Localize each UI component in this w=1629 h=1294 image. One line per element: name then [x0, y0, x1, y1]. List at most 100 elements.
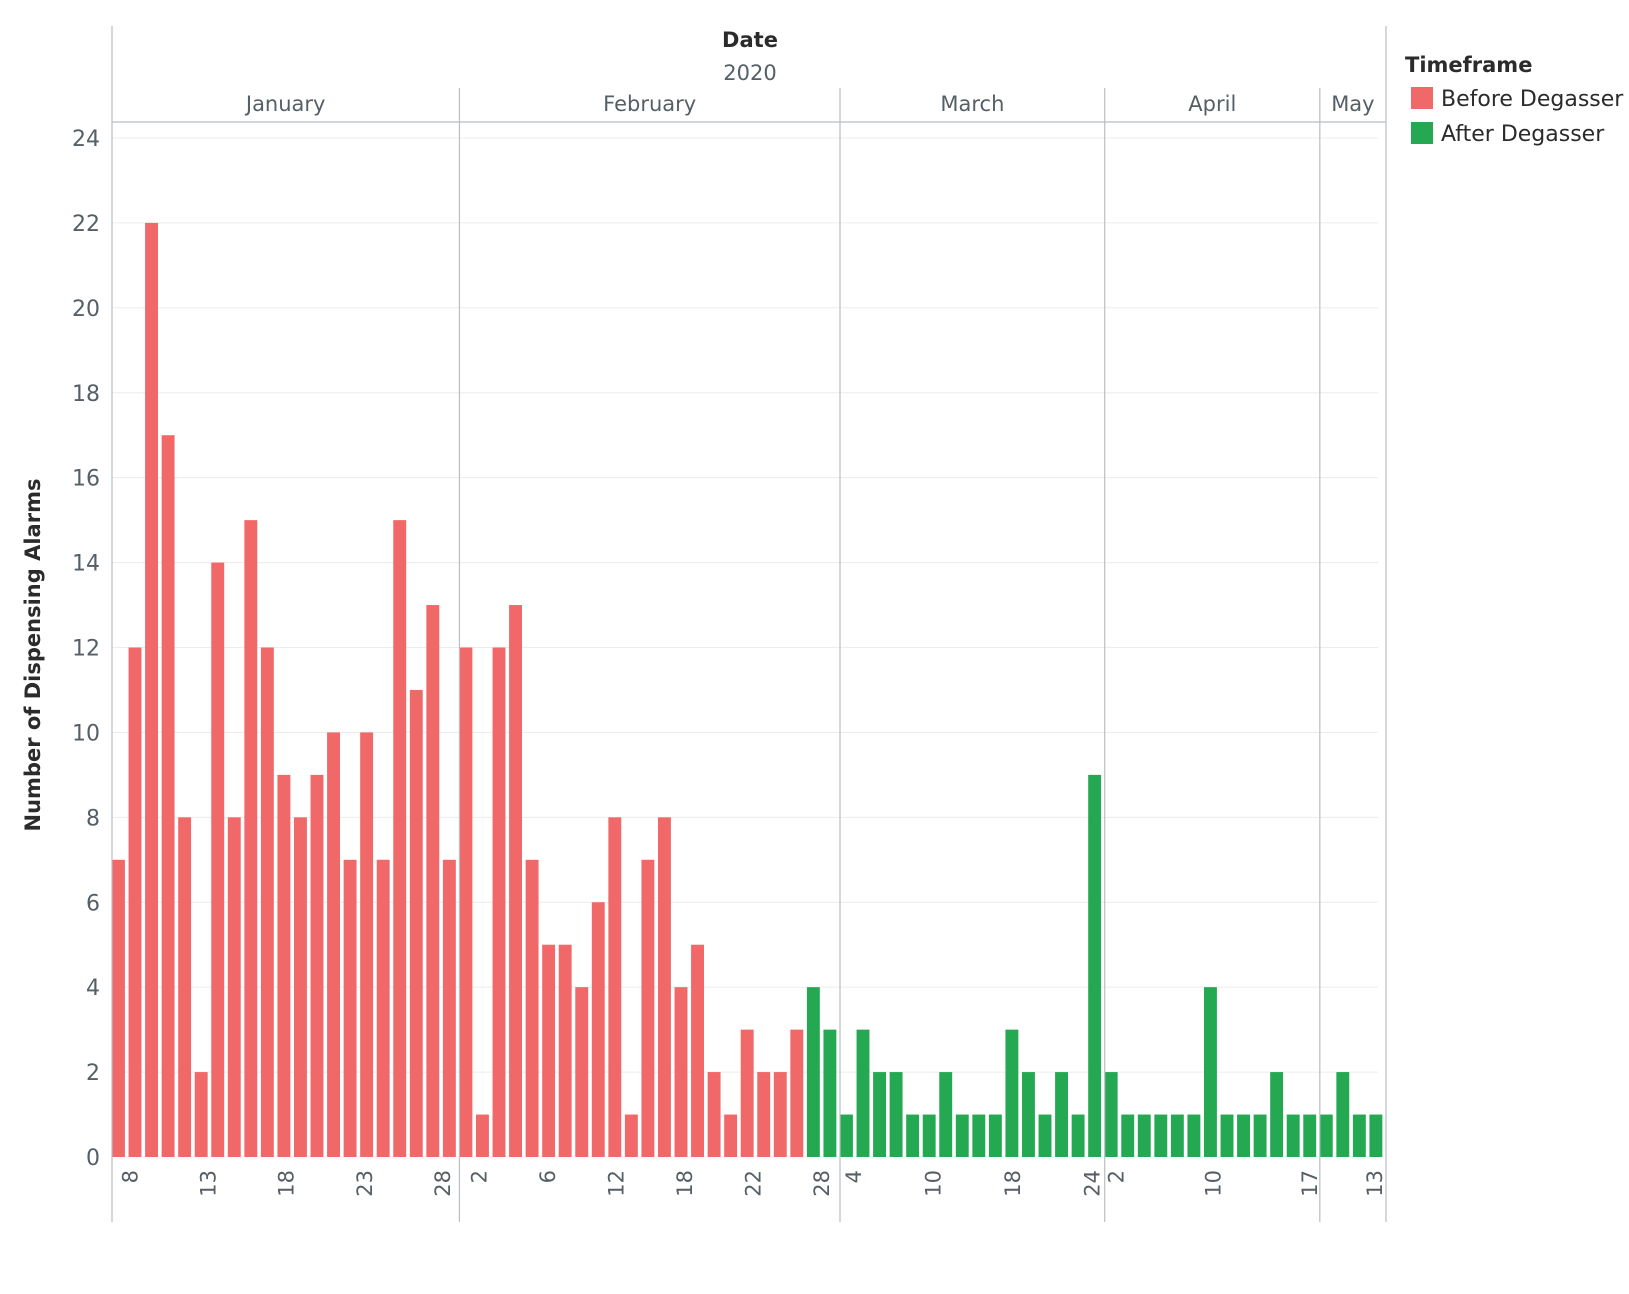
- bar-before-degasser[interactable]: [360, 732, 374, 1157]
- y-tick-label: 24: [72, 127, 100, 152]
- x-tick-label: 8: [118, 1170, 142, 1183]
- bar-after-degasser[interactable]: [1270, 1072, 1284, 1157]
- bar-before-degasser[interactable]: [112, 859, 125, 1157]
- bar-before-degasser[interactable]: [724, 1114, 738, 1157]
- bar-before-degasser[interactable]: [773, 1072, 787, 1157]
- bar-before-degasser[interactable]: [591, 902, 605, 1157]
- bar-after-degasser[interactable]: [1187, 1114, 1201, 1157]
- bar-after-degasser[interactable]: [889, 1072, 903, 1157]
- bar-before-degasser[interactable]: [376, 859, 390, 1157]
- x-tick-label: 18: [275, 1170, 299, 1197]
- x-tick-label: 18: [673, 1170, 697, 1197]
- bar-after-degasser[interactable]: [856, 1029, 870, 1158]
- x-tick-label: 22: [742, 1170, 766, 1197]
- bar-before-degasser[interactable]: [608, 817, 622, 1157]
- bar-before-degasser[interactable]: [442, 859, 456, 1157]
- bar-after-degasser[interactable]: [1220, 1114, 1234, 1157]
- bar-before-degasser[interactable]: [277, 774, 291, 1158]
- legend-title: Timeframe: [1405, 53, 1532, 77]
- y-tick-label: 22: [72, 212, 100, 237]
- bar-after-degasser[interactable]: [1137, 1114, 1151, 1157]
- bar-before-degasser[interactable]: [525, 859, 539, 1157]
- bar-before-degasser[interactable]: [393, 520, 407, 1158]
- bar-before-degasser[interactable]: [145, 222, 158, 1158]
- legend-label-before: Before Degasser: [1441, 87, 1624, 112]
- bar-after-degasser[interactable]: [1005, 1029, 1019, 1158]
- bar-before-degasser[interactable]: [542, 944, 556, 1157]
- bar-after-degasser[interactable]: [1104, 1072, 1118, 1157]
- x-tick-label: 28: [810, 1170, 834, 1197]
- bar-after-degasser[interactable]: [1154, 1114, 1168, 1157]
- bar-after-degasser[interactable]: [1237, 1114, 1250, 1157]
- y-tick-label: 2: [86, 1061, 100, 1086]
- bar-before-degasser[interactable]: [707, 1072, 721, 1157]
- bar-before-degasser[interactable]: [310, 774, 324, 1158]
- bar-before-degasser[interactable]: [658, 817, 671, 1157]
- bar-after-degasser[interactable]: [806, 987, 820, 1157]
- bar-before-degasser[interactable]: [790, 1029, 804, 1158]
- bar-before-degasser[interactable]: [575, 987, 589, 1157]
- bar-after-degasser[interactable]: [922, 1114, 936, 1157]
- x-tick-label: 18: [1001, 1170, 1025, 1197]
- bar-after-degasser[interactable]: [1170, 1114, 1184, 1157]
- bar-before-degasser[interactable]: [509, 605, 522, 1157]
- bar-before-degasser[interactable]: [260, 647, 274, 1158]
- bar-before-degasser[interactable]: [691, 944, 704, 1157]
- bar-before-degasser[interactable]: [558, 944, 572, 1157]
- bar-after-degasser[interactable]: [1286, 1114, 1300, 1157]
- bar-before-degasser[interactable]: [161, 435, 175, 1158]
- legend-swatch-after: [1411, 122, 1433, 144]
- bar-before-degasser[interactable]: [194, 1072, 208, 1157]
- bar-after-degasser[interactable]: [906, 1114, 920, 1157]
- month-label: April: [1188, 92, 1236, 116]
- bar-before-degasser[interactable]: [409, 689, 423, 1157]
- x-tick-label: 10: [922, 1170, 946, 1197]
- bar-before-degasser[interactable]: [641, 859, 655, 1157]
- bar-after-degasser[interactable]: [1336, 1072, 1350, 1157]
- bar-after-degasser[interactable]: [988, 1114, 1002, 1157]
- bar-after-degasser[interactable]: [1204, 987, 1217, 1157]
- bar-before-degasser[interactable]: [178, 817, 192, 1157]
- x-tick-label: 13: [1363, 1170, 1387, 1197]
- bar-after-degasser[interactable]: [1022, 1072, 1035, 1157]
- bar-before-degasser[interactable]: [459, 647, 473, 1158]
- bar-after-degasser[interactable]: [972, 1114, 986, 1157]
- bar-before-degasser[interactable]: [227, 817, 241, 1157]
- bar-before-degasser[interactable]: [128, 647, 142, 1158]
- bar-after-degasser[interactable]: [1352, 1114, 1366, 1157]
- x-tick-label: 24: [1081, 1170, 1105, 1197]
- bar-before-degasser[interactable]: [476, 1114, 489, 1157]
- y-axis-title: Number of Dispensing Alarms: [21, 479, 45, 832]
- bar-after-degasser[interactable]: [1088, 774, 1102, 1158]
- bar-before-degasser[interactable]: [757, 1072, 771, 1157]
- bar-after-degasser[interactable]: [1319, 1114, 1333, 1157]
- bar-after-degasser[interactable]: [1253, 1114, 1267, 1157]
- bar-before-degasser[interactable]: [244, 520, 258, 1158]
- chart-title: Date: [722, 28, 778, 52]
- bar-before-degasser[interactable]: [674, 987, 688, 1157]
- chart-subtitle: 2020: [723, 61, 776, 85]
- bar-after-degasser[interactable]: [823, 1029, 837, 1158]
- bar-after-degasser[interactable]: [1071, 1114, 1085, 1157]
- bar-after-degasser[interactable]: [939, 1072, 953, 1157]
- bar-before-degasser[interactable]: [294, 817, 307, 1157]
- bar-before-degasser[interactable]: [211, 562, 225, 1157]
- bar-before-degasser[interactable]: [492, 647, 506, 1158]
- bar-after-degasser[interactable]: [873, 1072, 886, 1157]
- month-label: May: [1331, 92, 1374, 116]
- bar-before-degasser[interactable]: [343, 859, 357, 1157]
- bar-after-degasser[interactable]: [1303, 1114, 1317, 1157]
- bar-before-degasser[interactable]: [426, 605, 440, 1157]
- bar-after-degasser[interactable]: [955, 1114, 969, 1157]
- bar-before-degasser[interactable]: [624, 1114, 638, 1157]
- bar-after-degasser[interactable]: [840, 1114, 853, 1157]
- bar-after-degasser[interactable]: [1038, 1114, 1052, 1157]
- bar-after-degasser[interactable]: [1055, 1072, 1068, 1157]
- bar-after-degasser[interactable]: [1369, 1114, 1383, 1157]
- y-tick-label: 4: [86, 976, 100, 1001]
- bar-after-degasser[interactable]: [1121, 1114, 1135, 1157]
- y-tick-label: 0: [86, 1146, 100, 1171]
- bar-before-degasser[interactable]: [740, 1029, 754, 1158]
- bar-before-degasser[interactable]: [327, 732, 340, 1157]
